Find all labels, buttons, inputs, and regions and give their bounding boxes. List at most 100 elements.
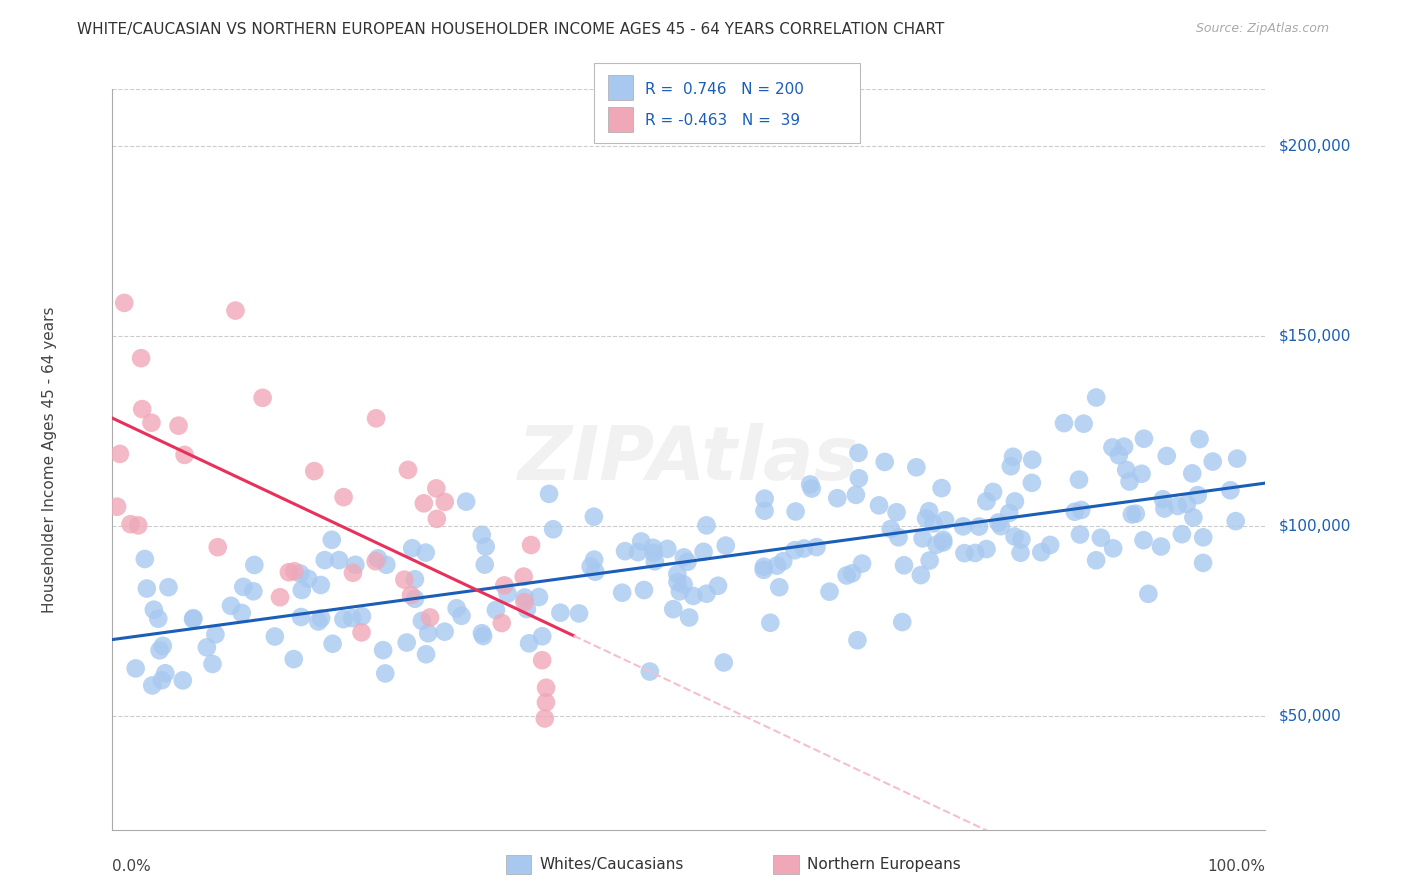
Point (105, 500, 128, 514)
Point (207, 540, 229, 554)
Point (931, 481, 953, 495)
Point (534, 681, 557, 695)
Point (277, 566, 299, 580)
Point (350, 625, 373, 640)
Point (583, 552, 606, 566)
Point (307, 615, 329, 629)
Point (1226, 451, 1249, 466)
Point (142, 603, 165, 617)
Point (918, 553, 941, 567)
Point (456, 494, 478, 508)
Point (243, 558, 266, 572)
Point (1004, 494, 1026, 508)
Point (1085, 553, 1108, 567)
Point (1156, 449, 1178, 463)
Point (887, 530, 910, 544)
Point (981, 484, 1004, 499)
Point (835, 568, 858, 582)
Point (638, 665, 661, 679)
Point (1187, 488, 1209, 502)
Point (290, 610, 312, 624)
Point (672, 550, 695, 565)
Point (181, 612, 204, 626)
Point (827, 491, 849, 505)
Point (404, 591, 426, 606)
Point (252, 391, 274, 405)
Point (666, 567, 689, 582)
Point (1021, 452, 1043, 467)
Point (141, 416, 163, 430)
Point (1000, 459, 1022, 474)
Point (990, 519, 1012, 533)
Point (426, 512, 449, 526)
Point (952, 519, 974, 533)
Text: R =  0.746   N = 200: R = 0.746 N = 200 (644, 82, 803, 97)
Point (1039, 538, 1062, 552)
Text: $50,000: $50,000 (1279, 708, 1341, 723)
Point (1073, 417, 1095, 431)
Point (419, 610, 441, 624)
Point (411, 614, 433, 628)
Point (513, 595, 536, 609)
Point (491, 615, 513, 630)
Point (152, 639, 174, 653)
Point (1001, 450, 1024, 464)
Point (485, 603, 508, 617)
Point (120, 517, 142, 532)
Point (695, 518, 717, 533)
Point (314, 553, 336, 567)
Point (396, 463, 419, 477)
Point (172, 673, 194, 688)
Point (1021, 475, 1043, 490)
Point (953, 546, 976, 560)
Point (141, 678, 163, 692)
Point (204, 627, 226, 641)
Point (415, 546, 437, 560)
Point (1067, 473, 1090, 487)
Point (1192, 530, 1215, 544)
Point (934, 513, 956, 527)
Point (998, 506, 1021, 520)
Point (905, 460, 928, 475)
Point (682, 589, 704, 603)
Point (517, 636, 540, 650)
Point (129, 351, 152, 366)
Point (531, 629, 554, 643)
Point (1101, 441, 1123, 455)
Point (976, 542, 998, 557)
Point (533, 711, 555, 725)
Text: Householder Income Ages 45 - 64 years: Householder Income Ages 45 - 64 years (42, 306, 56, 613)
Point (269, 591, 291, 605)
Point (433, 495, 456, 509)
Point (538, 487, 561, 501)
Point (1132, 533, 1154, 548)
Point (841, 566, 863, 581)
Point (848, 471, 870, 485)
Point (342, 611, 364, 625)
Point (800, 482, 823, 496)
Point (321, 533, 343, 547)
Point (150, 673, 173, 688)
Point (627, 545, 650, 559)
Point (527, 590, 550, 604)
Point (696, 587, 718, 601)
Point (364, 554, 387, 568)
Point (1004, 529, 1026, 543)
Point (148, 612, 170, 626)
Point (610, 585, 633, 599)
Point (568, 607, 591, 621)
Point (148, 643, 170, 657)
Point (891, 615, 914, 629)
Point (342, 566, 364, 580)
Point (806, 540, 828, 554)
Point (322, 637, 344, 651)
Point (772, 554, 794, 568)
Point (474, 558, 496, 572)
Point (371, 643, 394, 657)
Point (1070, 503, 1092, 517)
Point (394, 573, 416, 587)
Point (1175, 497, 1198, 511)
Point (263, 630, 285, 644)
Point (401, 541, 423, 556)
Point (873, 455, 896, 469)
